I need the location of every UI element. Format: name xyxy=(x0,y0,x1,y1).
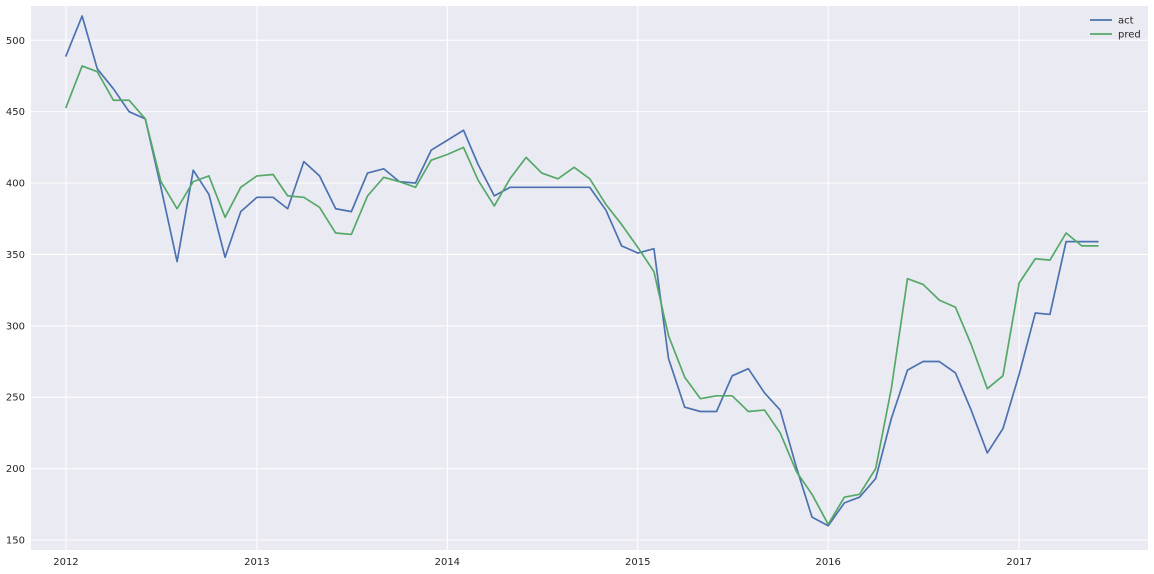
y-axis-tick-labels: 150 200 250 300 350 400 450 500 xyxy=(6,36,25,547)
legend-pred-label: pred xyxy=(1118,30,1141,41)
x-tick-label: 2013 xyxy=(244,557,269,568)
y-tick-label: 450 xyxy=(6,107,25,118)
grid-lines xyxy=(31,6,1148,550)
y-tick-label: 250 xyxy=(6,393,25,404)
x-tick-label: 2015 xyxy=(625,557,650,568)
x-tick-label: 2014 xyxy=(435,557,460,568)
legend-act-label: act xyxy=(1118,16,1134,27)
plot-area xyxy=(31,6,1148,550)
series-line-pred xyxy=(65,65,1099,526)
legend: act pred xyxy=(1090,16,1141,41)
x-tick-label: 2012 xyxy=(53,557,78,568)
y-tick-label: 350 xyxy=(6,250,25,261)
x-axis-tick-labels: 2012 2013 2014 2015 2016 2017 xyxy=(53,557,1032,568)
y-tick-label: 400 xyxy=(6,179,25,190)
y-tick-label: 150 xyxy=(6,536,25,547)
y-tick-label: 200 xyxy=(6,464,25,475)
y-tick-label: 300 xyxy=(6,321,25,332)
x-tick-label: 2017 xyxy=(1006,557,1031,568)
series-lines xyxy=(65,15,1099,527)
y-tick-label: 500 xyxy=(6,36,25,47)
series-line-act xyxy=(65,15,1099,527)
x-tick-label: 2016 xyxy=(815,557,840,568)
